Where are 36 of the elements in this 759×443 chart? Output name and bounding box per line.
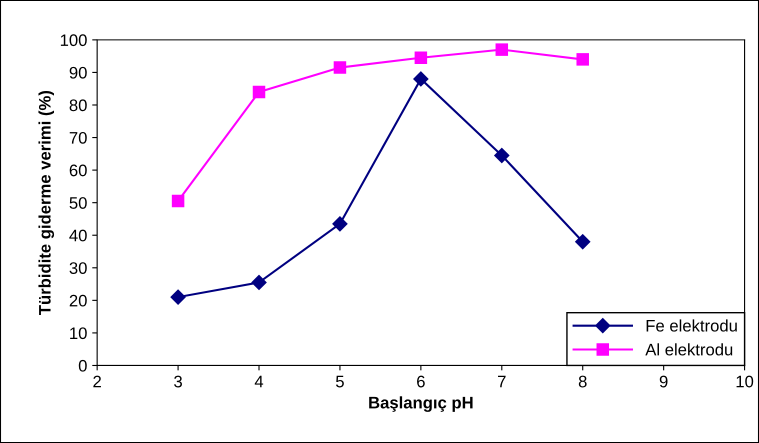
point bbox=[252, 86, 266, 98]
legend-label: Fe elektrodu bbox=[646, 319, 737, 332]
point bbox=[334, 61, 346, 74]
x-tick-label: 9 bbox=[660, 376, 668, 388]
y-tick-label: 70 bbox=[70, 132, 87, 144]
y-tick-label: 100 bbox=[60, 34, 87, 46]
point bbox=[496, 43, 508, 56]
y-tick-label: 90 bbox=[70, 66, 87, 79]
x-tick-label: 2 bbox=[93, 376, 101, 388]
x-axis-title: Başlangıç pH bbox=[369, 396, 473, 412]
y-tick-label: 60 bbox=[70, 164, 87, 176]
point bbox=[251, 274, 267, 290]
y-tick-label: 0 bbox=[78, 360, 87, 372]
x-tick-label: 8 bbox=[578, 376, 587, 388]
x-tick-label: 10 bbox=[736, 376, 754, 388]
x-tick-label: 5 bbox=[336, 376, 344, 388]
x-tick-label: 3 bbox=[174, 376, 182, 388]
point bbox=[576, 53, 589, 66]
x-tick-label: 7 bbox=[498, 376, 506, 388]
y-tick-label: 80 bbox=[70, 99, 87, 112]
y-tick-label: 20 bbox=[70, 294, 87, 307]
x-tick-label: 6 bbox=[417, 376, 425, 388]
y-tick-label: 30 bbox=[70, 262, 87, 274]
y-axis-title: Türbidite giderme verimi (%) bbox=[38, 90, 54, 315]
y-tick-label: 40 bbox=[69, 230, 87, 242]
point bbox=[172, 194, 184, 208]
point bbox=[332, 216, 348, 232]
x-tick-label: 4 bbox=[254, 376, 264, 388]
point bbox=[494, 148, 510, 164]
legend-label: Al elektrodu bbox=[645, 343, 732, 356]
y-tick-label: 10 bbox=[70, 327, 87, 340]
point bbox=[413, 71, 428, 87]
point bbox=[575, 234, 590, 250]
point bbox=[414, 52, 428, 64]
y-tick-label: 50 bbox=[70, 197, 87, 209]
point bbox=[170, 290, 186, 305]
